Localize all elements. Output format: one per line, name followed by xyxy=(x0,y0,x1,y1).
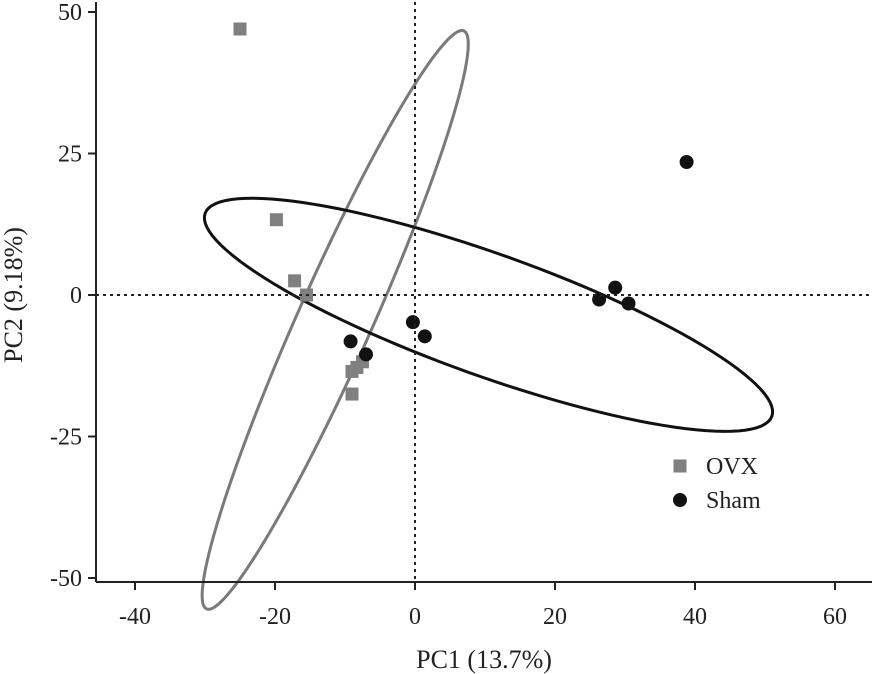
y-tick-label: -25 xyxy=(50,425,82,451)
legend-label-sham: Sham xyxy=(706,488,761,514)
tick-marks: -40 -20 0 20 40 60 -50 -25 0 25 50 xyxy=(50,0,847,630)
point-sham xyxy=(417,329,432,344)
point-ovx xyxy=(345,387,359,401)
legend: OVX Sham xyxy=(673,454,761,514)
point-sham xyxy=(592,292,607,307)
y-tick-label: 25 xyxy=(58,142,82,168)
point-ovx xyxy=(269,213,283,227)
x-tick-label: -40 xyxy=(119,604,151,630)
point-sham xyxy=(405,315,420,330)
y-tick-label: 50 xyxy=(58,0,82,26)
x-tick-label: 60 xyxy=(823,604,847,630)
point-sham xyxy=(359,347,373,362)
y-tick-label: 0 xyxy=(70,283,82,309)
legend-marker-ovx xyxy=(673,459,687,473)
point-sham xyxy=(621,296,636,311)
point-sham xyxy=(343,334,358,349)
legend-marker-sham xyxy=(673,493,687,507)
confidence-ellipses xyxy=(200,28,775,611)
x-axis-title: PC1 (13.7%) xyxy=(416,645,552,674)
x-tick-label: 40 xyxy=(683,604,707,630)
axes xyxy=(95,2,872,583)
x-tick-label: 0 xyxy=(409,604,421,630)
point-ovx xyxy=(288,274,302,288)
point-ovx xyxy=(345,364,359,378)
legend-label-ovx: OVX xyxy=(706,454,758,480)
x-tick-label: 20 xyxy=(543,604,567,630)
y-axis-title: PC2 (9.18%) xyxy=(0,227,28,363)
y-tick-label: -50 xyxy=(50,566,82,592)
point-ovx xyxy=(233,22,247,36)
point-sham xyxy=(608,280,623,295)
ellipse-sham xyxy=(202,196,775,433)
point-sham xyxy=(679,154,694,169)
x-tick-label: -20 xyxy=(259,604,291,630)
ellipse-ovx xyxy=(200,28,470,611)
